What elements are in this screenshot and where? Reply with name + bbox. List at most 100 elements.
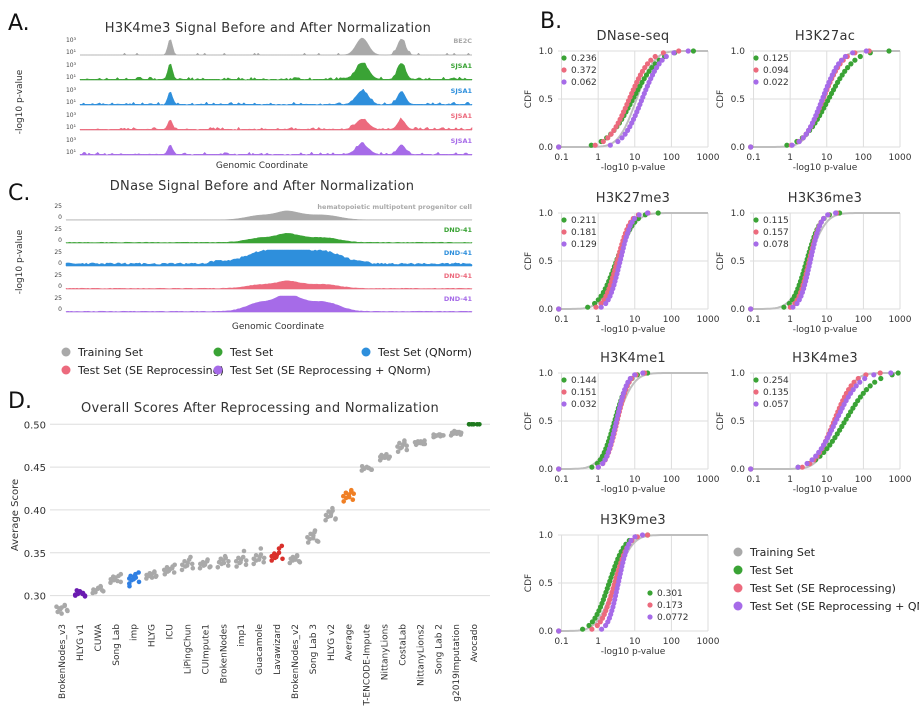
y-tick-label: 0.0 bbox=[539, 465, 554, 475]
cdf-point-test bbox=[848, 61, 854, 67]
y-axis-label: CDF bbox=[716, 252, 726, 270]
x-tick-label: 0.1 bbox=[746, 315, 760, 325]
legend-marker bbox=[361, 347, 371, 357]
track-tick-lo: 10¹ bbox=[66, 124, 77, 131]
cdf-point-test bbox=[857, 394, 864, 400]
cdf-point-test bbox=[842, 68, 848, 74]
score-point bbox=[184, 563, 190, 568]
panel-a-xlabel: Genomic Coordinate bbox=[216, 161, 309, 171]
stat-value: 0.022 bbox=[763, 78, 789, 88]
score-point bbox=[147, 571, 153, 576]
cdf-point-seq bbox=[850, 50, 856, 56]
cdf-point-seq bbox=[803, 131, 809, 137]
x-tick-label: 10 bbox=[629, 637, 641, 647]
score-point bbox=[369, 467, 374, 473]
cdf-point-test bbox=[829, 438, 836, 444]
y-tick-label: 0.45 bbox=[24, 463, 46, 474]
stat-marker bbox=[753, 401, 759, 407]
x-tick-label: BrokenNodes bbox=[219, 624, 229, 684]
score-point bbox=[379, 452, 384, 458]
cdf-point-test bbox=[824, 446, 830, 452]
stat-value: 0.372 bbox=[571, 66, 597, 76]
y-tick-label: 0.5 bbox=[731, 257, 745, 267]
cdf-point-se bbox=[592, 142, 598, 148]
stat-value: 0.236 bbox=[571, 54, 597, 64]
cdf-point-test bbox=[690, 48, 697, 54]
cdf-point-seq bbox=[556, 144, 562, 150]
stat-marker bbox=[561, 217, 567, 223]
legend-label: Training Set bbox=[749, 546, 816, 559]
track-label: SJSA1 bbox=[451, 137, 473, 145]
legend-marker bbox=[61, 365, 71, 375]
cdf-point-se bbox=[593, 304, 599, 310]
cdf-point-se bbox=[799, 464, 805, 470]
cdf-point-test bbox=[643, 72, 650, 78]
track-label: DND-41 bbox=[444, 249, 473, 257]
stat-value: 0.157 bbox=[763, 228, 789, 238]
y-tick-label: 0.50 bbox=[24, 420, 46, 431]
track-tick-hi: 25 bbox=[54, 272, 62, 279]
x-tick-label: Lavawizard bbox=[273, 624, 283, 675]
legend-middle: Training Set Test Set Test Set (QNorm) Test… bbox=[61, 346, 472, 377]
legend-panel-b: Training Set Test Set Test Set (SE Reproce… bbox=[733, 546, 919, 613]
cdf-point-seq bbox=[790, 304, 796, 310]
cdf-subplot: H3K36me3 0.1 1 10 100 1000 0.0 0.5 1.0 -log10 p-v… bbox=[716, 191, 912, 335]
cdf-point-se bbox=[877, 370, 883, 376]
legend-marker bbox=[61, 347, 71, 357]
score-point bbox=[190, 565, 196, 571]
stat-value: 0.181 bbox=[571, 228, 597, 238]
score-point bbox=[240, 554, 246, 560]
cdf-point-test bbox=[845, 65, 851, 71]
track-signal bbox=[80, 37, 472, 56]
score-point bbox=[171, 570, 177, 575]
score-point bbox=[471, 422, 477, 427]
score-point bbox=[152, 569, 157, 574]
cdf-point-test bbox=[585, 304, 591, 310]
cdf-subplot: H3K4me3 0.1 1 10 100 1000 0.0 0.5 1.0 -log10 p-va… bbox=[716, 351, 912, 495]
score-point bbox=[205, 557, 210, 562]
score-point bbox=[272, 551, 277, 556]
cdf-point-seq bbox=[842, 53, 849, 60]
score-point bbox=[312, 528, 318, 533]
x-tick-label: HLYG v1 bbox=[76, 624, 86, 661]
score-point bbox=[65, 608, 70, 614]
score-point bbox=[243, 562, 249, 568]
y-tick-label: 0.30 bbox=[24, 592, 46, 603]
score-point bbox=[115, 578, 120, 584]
stat-value: 0.254 bbox=[763, 376, 789, 386]
legend-label: Test Set bbox=[229, 346, 274, 359]
x-tick-label: T-ENCODE-Impute bbox=[363, 624, 373, 707]
x-tick-label: 10 bbox=[629, 153, 641, 163]
score-point bbox=[349, 487, 354, 493]
score-point bbox=[108, 580, 113, 585]
y-tick-label: 0.35 bbox=[24, 549, 46, 560]
score-point bbox=[179, 567, 185, 573]
score-point bbox=[207, 565, 212, 570]
cdf-point-seq bbox=[556, 466, 562, 472]
cdf-point-seq bbox=[671, 50, 677, 56]
cdf-point-seq bbox=[821, 215, 827, 222]
score-point bbox=[234, 564, 239, 569]
stat-marker bbox=[753, 377, 759, 383]
track-tick-hi: 10³ bbox=[66, 37, 77, 44]
cdf-point-seq bbox=[622, 131, 628, 137]
track-signal bbox=[65, 249, 473, 267]
y-tick-label: 1.0 bbox=[731, 209, 746, 219]
cdf-point-se bbox=[642, 65, 648, 71]
x-tick-label: BrokenNodes_v2 bbox=[291, 624, 301, 699]
score-point bbox=[59, 611, 64, 616]
panel-b-cdf-plots: DNase-seq 0.1 1 10 100 1000 0.0 0.5 1.0 -log10 p-… bbox=[524, 29, 912, 657]
track-tick-lo: 0 bbox=[58, 283, 62, 290]
y-tick-label: 1.0 bbox=[539, 47, 554, 57]
stat-value: 0.144 bbox=[571, 376, 597, 386]
cdf-point-test bbox=[837, 76, 843, 82]
cdf-point-se bbox=[589, 626, 595, 632]
x-tick-label: Guacamole bbox=[255, 624, 265, 675]
track-tick-lo: 10¹ bbox=[66, 74, 77, 81]
track-tick-hi: 10³ bbox=[66, 112, 77, 119]
stat-marker bbox=[561, 241, 567, 247]
legend-label: Test Set bbox=[749, 564, 794, 577]
x-axis-label: -log10 p-value bbox=[601, 163, 666, 173]
x-tick-label: 1 bbox=[595, 315, 601, 325]
stat-marker bbox=[561, 55, 567, 61]
